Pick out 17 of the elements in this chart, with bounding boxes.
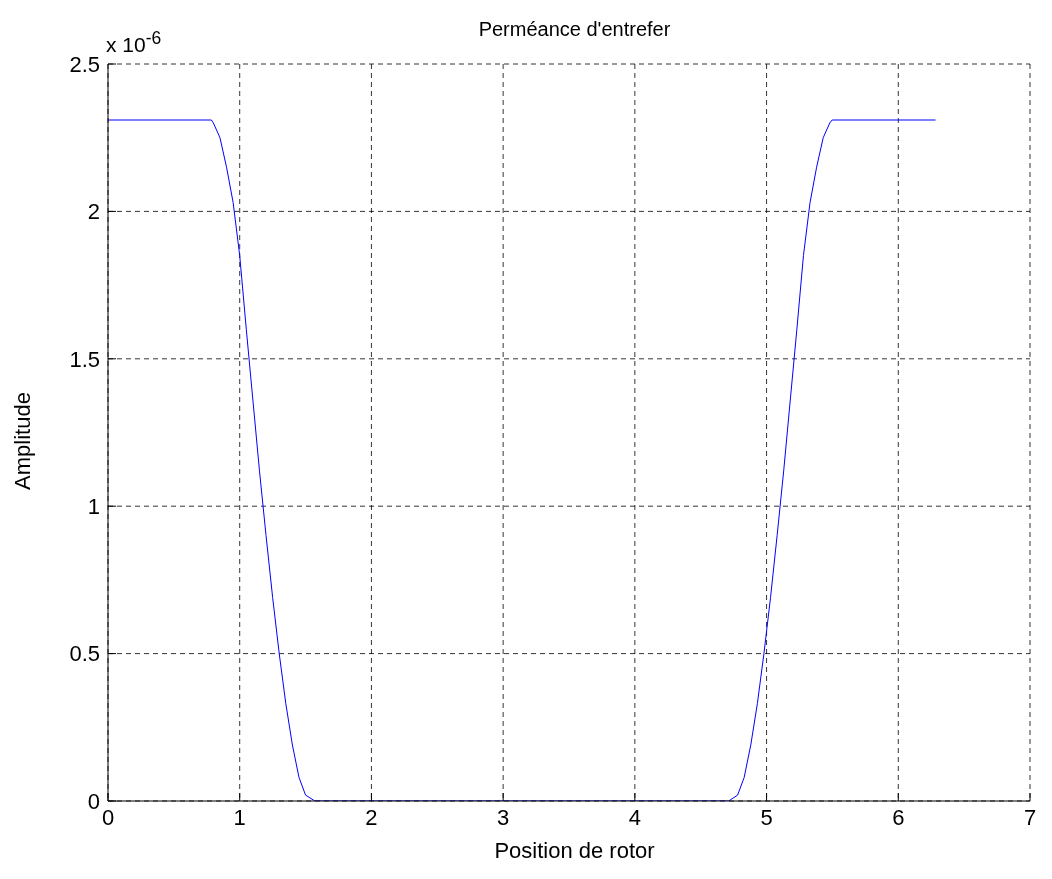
y-tick-label: 1 <box>87 494 100 520</box>
x-tick-label: 5 <box>760 804 773 830</box>
y-axis-title: Amplitude <box>10 391 36 492</box>
chart-title: Perméance d'entrefer <box>478 18 671 40</box>
x-tick-label: 1 <box>233 804 246 830</box>
x-tick-label: 3 <box>497 804 510 830</box>
y-tick-label: 1.5 <box>69 346 100 372</box>
x-tick-label: 2 <box>365 804 378 830</box>
x-axis-title: Position de rotor <box>493 838 656 864</box>
y-tick-label: 0 <box>87 788 100 814</box>
y-tick-label: 2 <box>87 199 100 225</box>
y-tick-label: 0.5 <box>69 641 100 667</box>
y-tick-label: 2.5 <box>69 51 100 77</box>
text: x 10$^{-6}$ <box>106 28 162 57</box>
x-tick-label: 6 <box>892 804 905 830</box>
x-tick-label: 4 <box>628 804 641 830</box>
x-tick-label: 7 <box>1023 804 1037 830</box>
